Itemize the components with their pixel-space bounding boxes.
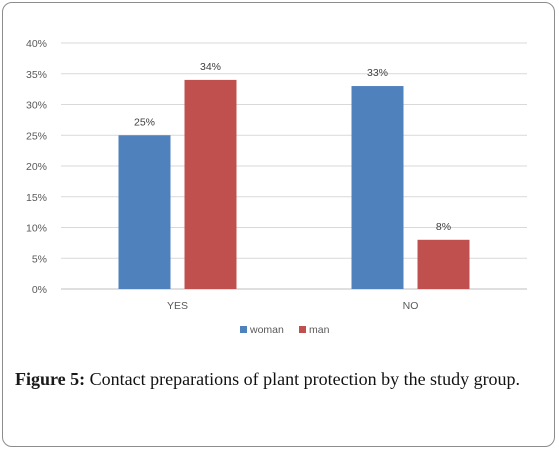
data-label: 8% [436,221,451,233]
data-label: 33% [367,67,388,79]
bar-woman-yes [118,135,171,289]
legend-label-man: man [309,324,330,336]
y-tick-label: 0% [32,284,47,296]
bar-woman-no [351,86,404,289]
legend-label-woman: woman [249,324,284,336]
legend-swatch-woman [240,326,247,333]
bar-man-yes [184,79,237,290]
legend-swatch-man [299,326,306,333]
data-label: 34% [200,61,221,73]
data-label: 25% [134,116,155,128]
y-tick-label: 15% [26,192,47,204]
y-tick-label: 25% [26,130,47,142]
y-tick-label: 10% [26,223,47,235]
y-tick-label: 30% [26,100,47,112]
bar-man-no [417,239,470,289]
x-tick-label: YES [167,300,188,312]
bar-chart: 0% 5% 10% 15% 20% 25% 30% 35% 40% 25% 34% YES 33% 8% N… [26,38,527,336]
x-tick-label: NO [403,300,419,312]
figure-frame: 0% 5% 10% 15% 20% 25% 30% 35% 40% 25% 34% YES 33% 8% N… [2,2,555,447]
y-tick-label: 35% [26,69,47,81]
figure-caption: Figure 5: Contact preparations of plant … [15,367,549,391]
caption-text: Contact preparations of plant protection… [89,369,521,389]
y-tick-label: 20% [26,161,47,173]
y-tick-label: 5% [32,253,47,265]
caption-label: Figure 5: [15,369,86,389]
y-tick-label: 40% [26,38,47,50]
